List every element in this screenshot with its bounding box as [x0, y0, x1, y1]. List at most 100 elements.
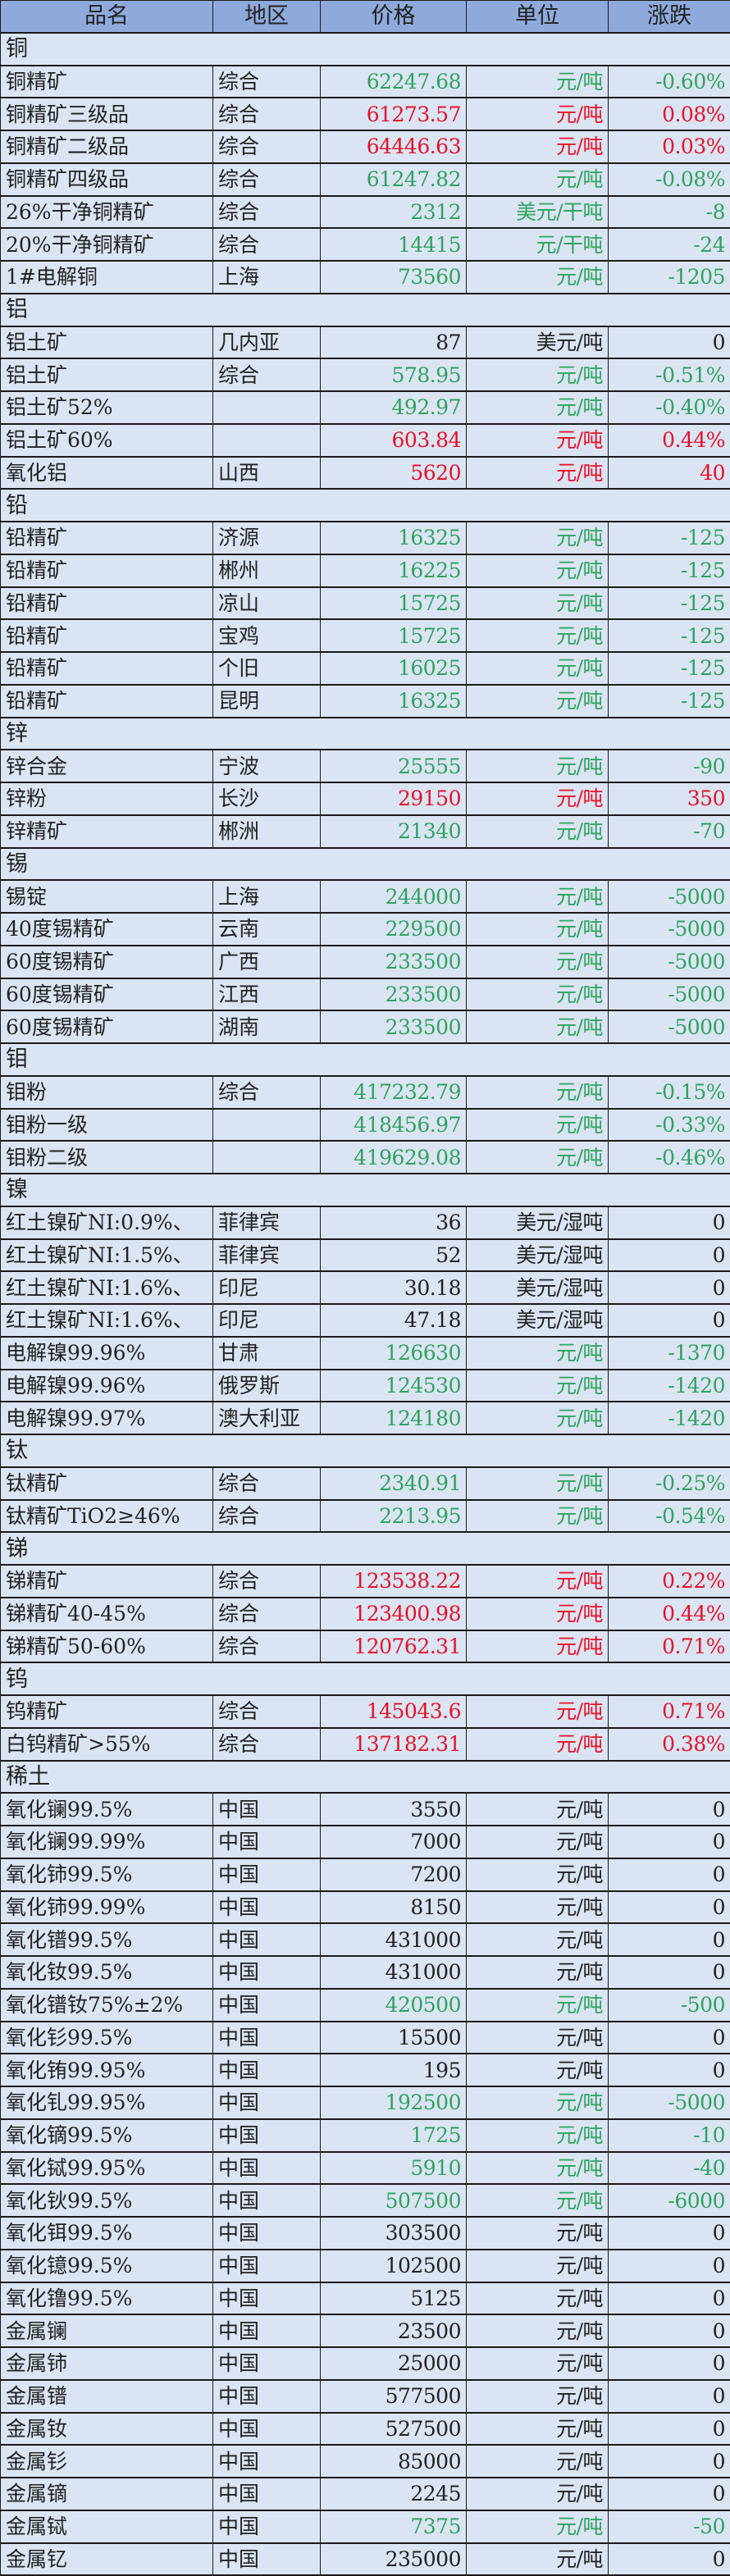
section-title: 锡 [0, 847, 730, 882]
price: 233500 [320, 945, 467, 979]
region: 郴州 [212, 554, 321, 588]
unit: 元/吨 [466, 2477, 609, 2511]
price: 137182.31 [320, 1727, 467, 1762]
unit: 元/吨 [466, 2314, 609, 2348]
unit: 美元/干吨 [466, 195, 609, 230]
unit: 元/吨 [466, 1336, 609, 1370]
region: 中国 [212, 1922, 321, 1957]
price: 417232.79 [320, 1075, 467, 1110]
product-name: 电解镍99.96% [0, 1369, 213, 1403]
product-name: 红土镍矿NI:1.6%、 [0, 1303, 213, 1338]
change: 0.03% [608, 130, 730, 164]
unit: 元/吨 [466, 2216, 609, 2250]
price: 229500 [320, 912, 467, 946]
product-name: 锑精矿 [0, 1564, 213, 1598]
unit: 元/吨 [466, 2118, 609, 2153]
change: -125 [608, 554, 730, 588]
product-name: 铜精矿 [0, 65, 213, 99]
unit: 元/吨 [466, 2053, 609, 2087]
unit: 元/吨 [466, 2346, 609, 2381]
price: 5125 [320, 2282, 467, 2316]
unit: 元/吨 [466, 1075, 609, 1110]
product-name: 40度锡精矿 [0, 912, 213, 946]
unit: 元/吨 [466, 651, 609, 686]
product-name: 金属铽 [0, 2510, 213, 2544]
table-row: 60度锡精矿 江西 233500 元/吨 -5000 [0, 978, 730, 1012]
product-name: 氧化镱99.5% [0, 2249, 213, 2283]
table-row: 氧化铕99.95% 中国 195 元/吨 0 [0, 2053, 730, 2087]
change: 0 [608, 1922, 730, 1957]
price: 21340 [320, 814, 467, 849]
unit: 元/吨 [466, 1108, 609, 1142]
change: -1205 [608, 260, 730, 294]
section-title: 钨 [0, 1662, 730, 1696]
price: 25000 [320, 2346, 467, 2381]
table-row: 氧化镝99.5% 中国 1725 元/吨 -10 [0, 2118, 730, 2153]
product-name: 红土镍矿NI:0.9%、 [0, 1206, 213, 1240]
region: 中国 [212, 2021, 321, 2055]
price: 15725 [320, 618, 467, 653]
table-row: 铝土矿 综合 578.95 元/吨 -0.51% [0, 358, 730, 392]
unit: 元/吨 [466, 618, 609, 653]
section-row: 锌 [0, 717, 730, 751]
change: 0 [608, 1792, 730, 1826]
unit: 元/吨 [466, 2412, 609, 2446]
region: 中国 [212, 2412, 321, 2446]
region: 山西 [212, 456, 321, 490]
unit: 元/吨 [466, 2086, 609, 2120]
change: -0.40% [608, 390, 730, 425]
change: -5000 [608, 879, 730, 914]
unit: 元/吨 [466, 260, 609, 294]
change: 0 [608, 1858, 730, 1892]
change: -5000 [608, 2086, 730, 2120]
price: 62247.68 [320, 65, 467, 99]
change: -125 [608, 521, 730, 555]
product-name: 红土镍矿NI:1.6%、 [0, 1270, 213, 1305]
section-row: 锑 [0, 1531, 730, 1566]
region: 综合 [212, 130, 321, 164]
table-row: 铅精矿 个旧 16025 元/吨 -125 [0, 651, 730, 686]
region: 综合 [212, 1075, 321, 1110]
unit: 元/吨 [466, 358, 609, 392]
change: 0 [608, 1206, 730, 1240]
change: -125 [608, 618, 730, 653]
change: -0.15% [608, 1075, 730, 1110]
product-name: 氧化钕99.5% [0, 1955, 213, 1990]
unit: 元/吨 [466, 130, 609, 164]
price: 5910 [320, 2151, 467, 2186]
change: -24 [608, 227, 730, 262]
unit: 元/吨 [466, 2021, 609, 2055]
product-name: 氧化铝 [0, 456, 213, 490]
price: 2245 [320, 2477, 467, 2511]
product-name: 铝土矿52% [0, 390, 213, 425]
table-row: 铅精矿 宝鸡 15725 元/吨 -125 [0, 618, 730, 653]
region: 中国 [212, 2379, 321, 2414]
product-name: 电解镍99.97% [0, 1401, 213, 1435]
unit: 元/吨 [466, 390, 609, 425]
price: 2213.95 [320, 1499, 467, 1534]
product-name: 60度锡精矿 [0, 1010, 213, 1044]
price: 233500 [320, 978, 467, 1012]
price: 8150 [320, 1890, 467, 1925]
product-name: 铅精矿 [0, 618, 213, 653]
table-row: 氧化钆99.95% 中国 192500 元/吨 -5000 [0, 2086, 730, 2120]
region: 中国 [212, 2249, 321, 2283]
product-name: 锡锭 [0, 879, 213, 914]
product-name: 钨精矿 [0, 1694, 213, 1729]
product-name: 氧化钬99.5% [0, 2183, 213, 2218]
change: 0 [608, 2542, 730, 2576]
change: 40 [608, 456, 730, 490]
product-name: 金属钕 [0, 2412, 213, 2446]
table-row: 1#电解铜 上海 73560 元/吨 -1205 [0, 260, 730, 294]
product-name: 红土镍矿NI:1.5%、 [0, 1238, 213, 1273]
change: -125 [608, 651, 730, 686]
table-row: 电解镍99.97% 澳大利亚 124180 元/吨 -1420 [0, 1401, 730, 1435]
region: 综合 [212, 97, 321, 131]
unit: 元/吨 [466, 2151, 609, 2186]
price: 29150 [320, 782, 467, 816]
change: -5000 [608, 978, 730, 1012]
change: -10 [608, 2118, 730, 2153]
table-row: 金属铽 中国 7375 元/吨 -50 [0, 2510, 730, 2544]
unit: 元/吨 [466, 2542, 609, 2576]
